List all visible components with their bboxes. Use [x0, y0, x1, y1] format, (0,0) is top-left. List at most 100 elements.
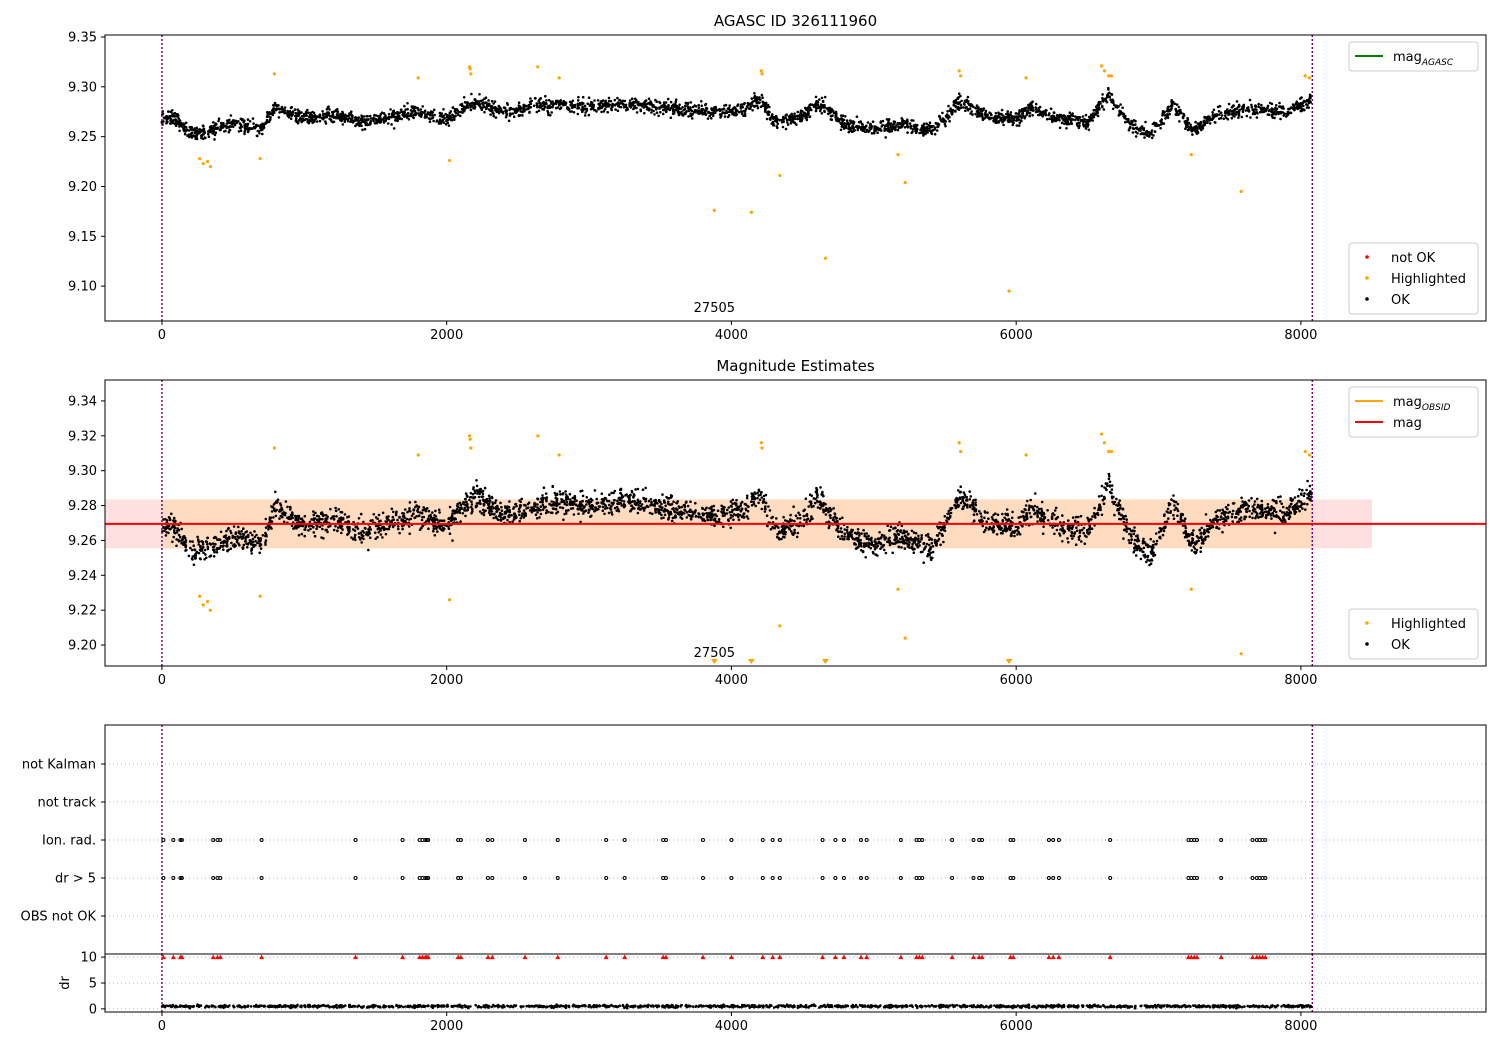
ok-point	[593, 99, 596, 102]
ok-point	[1142, 127, 1146, 130]
ok-point	[390, 507, 394, 511]
ok-point	[840, 534, 844, 538]
ok-point	[874, 129, 878, 132]
ok-point	[494, 499, 498, 502]
ok-point	[1095, 107, 1099, 111]
ok-point	[863, 126, 866, 129]
ok-point	[1101, 93, 1104, 96]
ok-point	[1306, 496, 1309, 500]
x-tick-label: 8000	[1284, 328, 1317, 343]
ok-point	[1105, 100, 1109, 104]
ok-point	[350, 536, 353, 539]
ok-point	[583, 104, 587, 108]
ok-point	[1009, 111, 1013, 114]
ok-point	[551, 105, 554, 109]
ok-point	[750, 495, 754, 498]
ok-point	[647, 499, 651, 503]
ok-point	[350, 113, 354, 117]
ok-point	[165, 120, 169, 123]
ok-point	[1015, 115, 1018, 118]
ok-point	[268, 516, 272, 519]
ok-point	[1083, 542, 1087, 545]
ok-point	[1109, 98, 1112, 102]
ok-point	[401, 113, 404, 117]
ok-point	[789, 513, 792, 517]
ok-point	[357, 532, 361, 535]
ok-point	[739, 103, 743, 106]
ok-point	[802, 514, 806, 518]
ok-point	[894, 128, 897, 132]
ok-point	[346, 119, 350, 123]
ok-point	[386, 122, 390, 125]
highlighted-point	[205, 159, 210, 164]
ok-point	[1040, 509, 1044, 513]
ok-point	[948, 119, 951, 123]
ok-point	[746, 517, 750, 520]
ok-point	[400, 117, 404, 121]
ok-point	[212, 555, 216, 558]
ok-point	[251, 533, 254, 537]
ok-point	[387, 112, 391, 116]
ok-point	[233, 119, 237, 123]
ok-point	[1070, 527, 1074, 530]
ok-point	[883, 124, 887, 128]
ok-point	[1282, 511, 1286, 514]
ok-point	[1259, 106, 1262, 110]
ok-point	[749, 107, 752, 110]
ok-point	[1078, 534, 1082, 538]
ok-point	[344, 117, 347, 121]
ok-point	[341, 123, 345, 126]
ok-point	[881, 119, 885, 123]
ok-point	[943, 122, 947, 126]
ok-point	[550, 500, 553, 503]
ok-point	[607, 104, 611, 107]
highlighted-point	[760, 72, 764, 76]
ok-point	[1231, 509, 1235, 513]
ok-point	[277, 107, 281, 110]
ok-point	[472, 104, 475, 107]
ok-point	[239, 129, 243, 132]
legend-label: Highlighted	[1391, 272, 1466, 287]
ok-point	[763, 104, 766, 107]
ok-point	[776, 122, 780, 126]
ok-point	[946, 512, 949, 516]
ok-point	[901, 531, 904, 535]
ok-point	[1100, 494, 1103, 498]
ok-point	[490, 496, 494, 500]
ok-point	[644, 497, 648, 501]
ok-point	[961, 499, 964, 503]
ok-point	[1065, 119, 1068, 122]
ok-point	[297, 533, 301, 537]
ok-point	[484, 96, 488, 99]
ok-point	[522, 107, 525, 110]
ok-point	[919, 550, 923, 554]
ok-point	[1266, 506, 1269, 510]
x-tick-label: 4000	[715, 328, 748, 343]
ok-point	[1072, 534, 1075, 538]
ok-point	[660, 517, 663, 520]
ok-point	[1122, 112, 1126, 116]
ok-point	[1134, 119, 1137, 123]
ok-point	[870, 132, 874, 135]
ok-point	[1046, 519, 1050, 522]
ok-point	[459, 503, 463, 507]
ok-point	[674, 98, 678, 101]
ok-point	[442, 121, 445, 124]
ok-point	[395, 111, 399, 114]
ok-point	[296, 113, 300, 116]
ok-point	[229, 114, 233, 117]
ok-point	[1093, 506, 1096, 510]
ok-point	[691, 117, 694, 120]
ok-point	[1247, 504, 1251, 508]
ok-point	[248, 539, 252, 542]
ok-point	[341, 516, 345, 520]
ok-point	[334, 109, 338, 112]
ok-point	[764, 501, 768, 505]
ok-point	[732, 107, 735, 111]
ok-point	[744, 503, 748, 506]
ok-point	[459, 110, 463, 114]
ok-point	[369, 122, 372, 125]
ok-point	[449, 118, 453, 122]
ok-point	[1183, 517, 1187, 520]
ok-point	[825, 107, 829, 110]
